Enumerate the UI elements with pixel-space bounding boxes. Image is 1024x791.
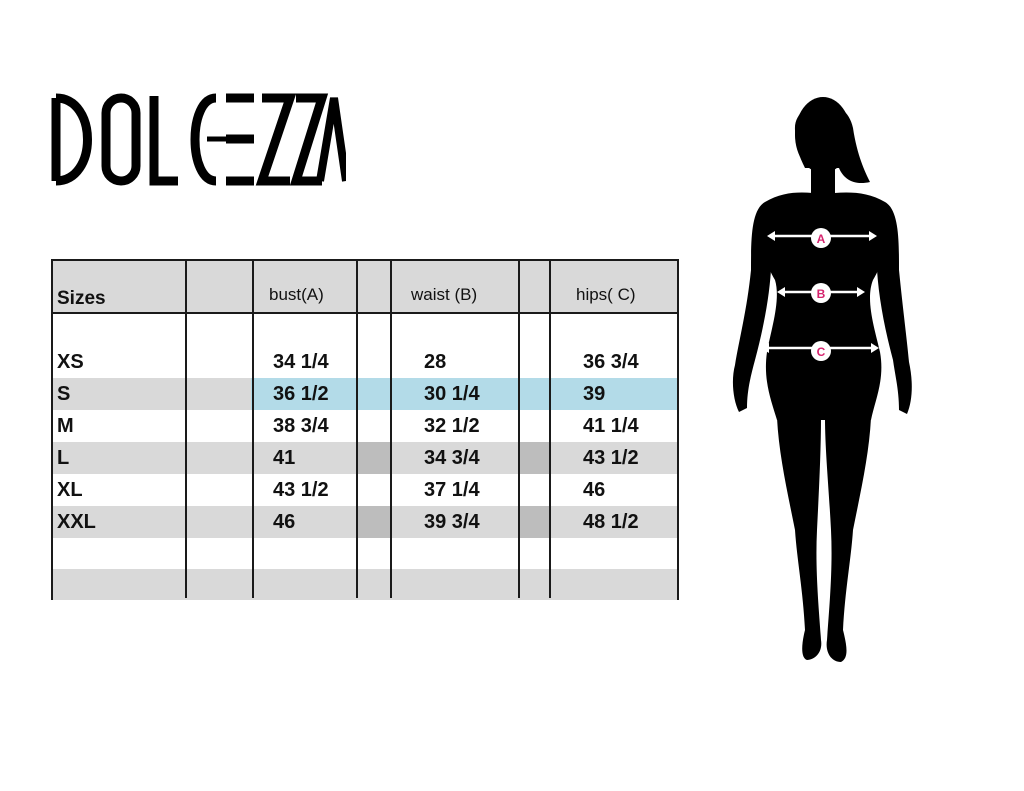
waist-cell: 39 3/4 <box>424 511 480 533</box>
header-hips: hips( C) <box>576 285 636 304</box>
svg-text:C: C <box>817 345 826 359</box>
table-row-stripe <box>53 506 677 538</box>
waist-cell: 37 1/4 <box>424 479 480 501</box>
marker-a: A <box>811 228 831 248</box>
waist-cell: 34 3/4 <box>424 447 480 469</box>
hips-cell: 36 3/4 <box>583 351 639 373</box>
header-waist: waist (B) <box>411 285 478 304</box>
bust-cell: 46 <box>273 511 296 533</box>
size-cell: XL <box>57 479 83 501</box>
column-divider <box>356 261 358 598</box>
bust-cell: 36 1/2 <box>273 383 329 405</box>
hips-cell: 48 1/2 <box>583 511 639 533</box>
bust-cell: 34 1/4 <box>273 351 329 373</box>
column-divider <box>518 261 520 598</box>
bust-cell: 43 1/2 <box>273 479 329 501</box>
column-divider <box>549 261 551 598</box>
bust-cell: 41 <box>273 447 296 469</box>
marker-c: C <box>811 341 831 361</box>
hips-cell: 43 1/2 <box>583 447 639 469</box>
column-divider <box>390 261 392 598</box>
measurement-figure: A B C <box>732 97 912 662</box>
svg-text:A: A <box>817 232 826 246</box>
table-row-stripe <box>53 569 677 600</box>
size-cell: S <box>57 383 71 405</box>
hips-cell: 39 <box>583 383 606 405</box>
waist-cell: 28 <box>424 351 447 373</box>
logo-wordmark <box>51 93 346 186</box>
size-cell: XS <box>57 351 84 373</box>
header-sizes: Sizes <box>57 288 106 309</box>
body-silhouette: A B C <box>725 90 915 665</box>
bust-cell: 38 3/4 <box>273 415 329 437</box>
table-row-stripe <box>53 442 677 474</box>
brand-logo <box>50 92 346 187</box>
hips-cell: 46 <box>583 479 606 501</box>
size-cell: M <box>57 415 74 437</box>
size-cell: XXL <box>57 511 96 533</box>
column-divider <box>185 261 187 598</box>
svg-text:B: B <box>817 287 826 301</box>
waist-cell: 30 1/4 <box>424 383 480 405</box>
marker-b: B <box>811 283 831 303</box>
size-cell: L <box>57 447 70 469</box>
size-chart-table: Sizes bust(A) waist (B) hips( C) XS 34 1… <box>51 259 679 600</box>
waist-cell: 32 1/2 <box>424 415 480 437</box>
column-divider <box>252 261 254 598</box>
table-header-row <box>53 261 677 314</box>
header-bust: bust(A) <box>269 285 324 304</box>
hips-cell: 41 1/4 <box>583 415 639 437</box>
table-row-highlight <box>53 378 677 410</box>
